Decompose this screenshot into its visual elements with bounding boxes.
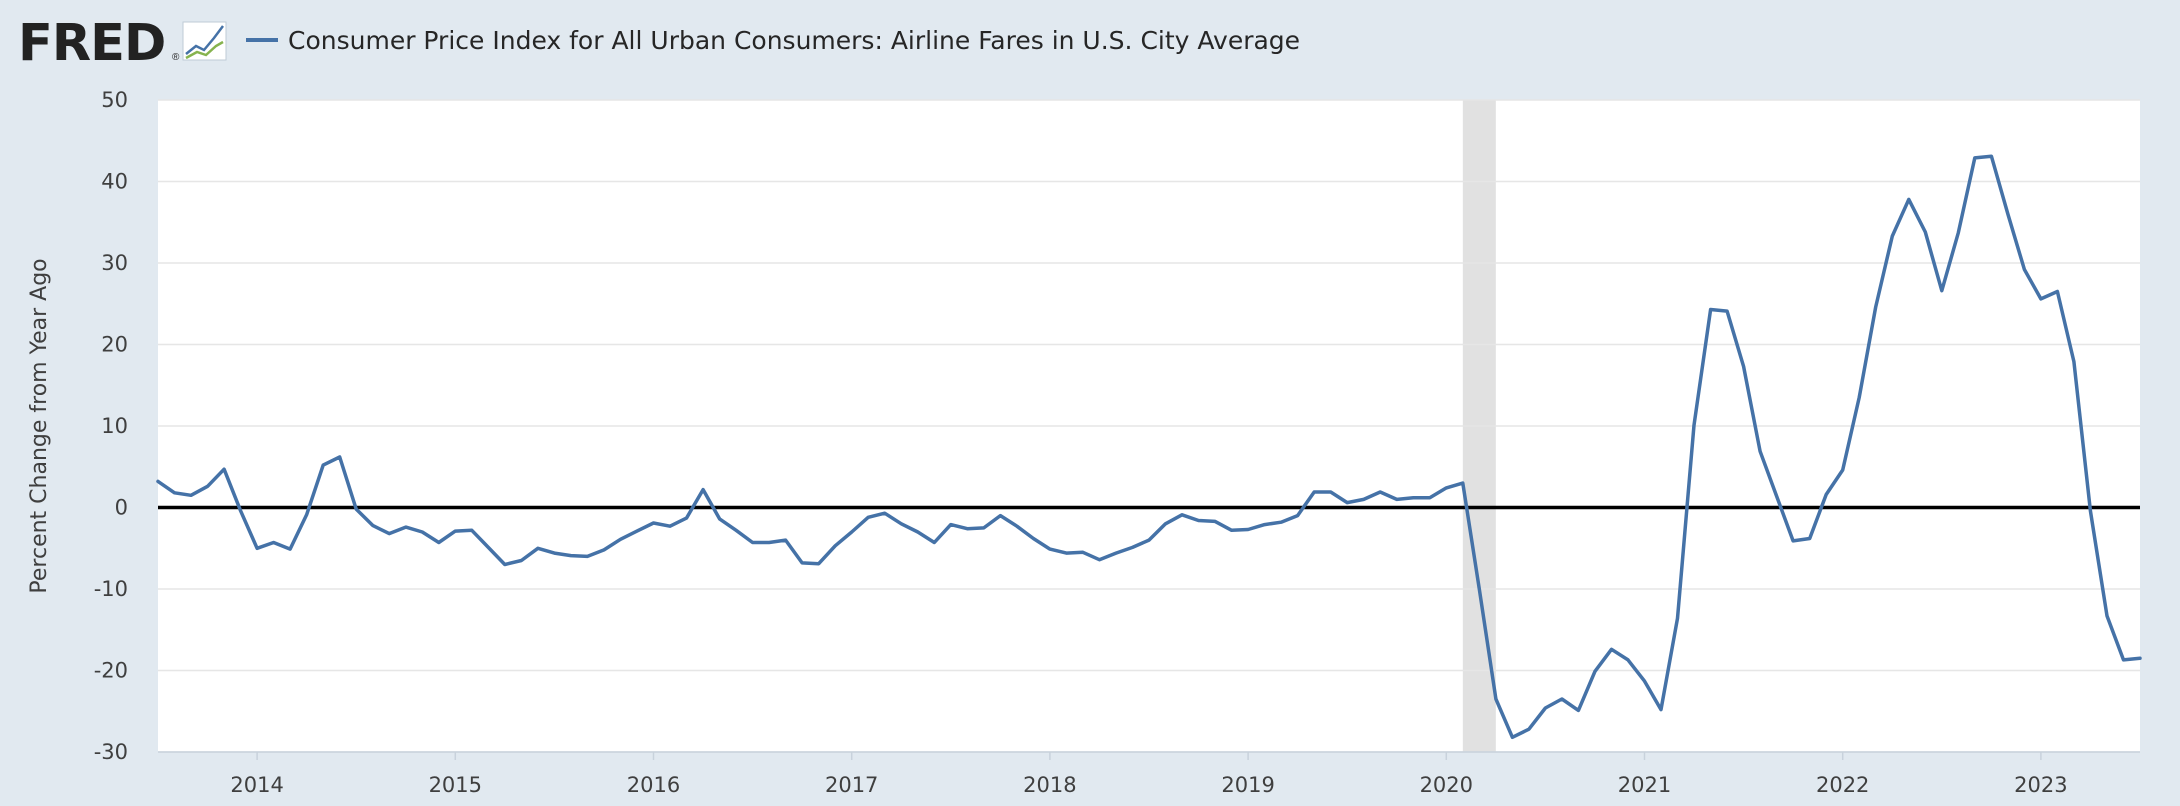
x-tick-label: 2019: [1221, 773, 1274, 797]
logo-registered-mark: ®: [172, 52, 180, 63]
y-tick-label: 30: [101, 251, 128, 275]
x-tick-label: 2023: [2014, 773, 2067, 797]
y-tick-label: 40: [101, 170, 128, 194]
fred-logo[interactable]: FRED ®: [18, 14, 227, 73]
logo-text: FRED: [18, 14, 165, 73]
x-tick-label: 2020: [1420, 773, 1473, 797]
x-tick-label: 2022: [1816, 773, 1869, 797]
x-tick-label: 2016: [627, 773, 680, 797]
y-tick-label: -20: [94, 659, 128, 683]
series-line[interactable]: [156, 154, 2142, 740]
x-tick-label: 2021: [1618, 773, 1671, 797]
y-tick-label: -30: [94, 740, 128, 764]
y-tick-label: 0: [115, 496, 128, 520]
y-tick-label: -10: [94, 577, 128, 601]
legend-label: Consumer Price Index for All Urban Consu…: [288, 26, 1300, 55]
y-tick-label: 20: [101, 333, 128, 357]
fred-chart-logo-icon: [182, 21, 227, 61]
x-tick-label: 2015: [429, 773, 482, 797]
x-tick-label: 2018: [1023, 773, 1076, 797]
legend[interactable]: Consumer Price Index for All Urban Consu…: [246, 26, 1300, 55]
y-axis-title: Percent Change from Year Ago: [27, 258, 52, 593]
x-tick-label: 2017: [825, 773, 878, 797]
x-tick-label: 2014: [230, 773, 283, 797]
y-tick-label: 50: [101, 88, 128, 112]
y-tick-label: 10: [101, 414, 128, 438]
